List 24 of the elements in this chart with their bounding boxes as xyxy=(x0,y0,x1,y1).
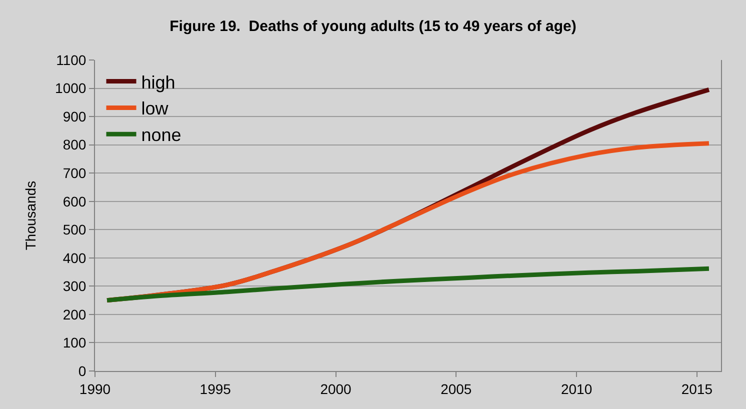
y-tick-label: 600 xyxy=(62,193,86,210)
legend-label: low xyxy=(141,98,170,119)
x-tick-label: 2015 xyxy=(681,380,713,397)
y-tick-label: 500 xyxy=(62,222,86,238)
y-axis-title: Thousands xyxy=(22,180,39,250)
x-tick-label: 2010 xyxy=(560,380,592,397)
x-tick-label: 1995 xyxy=(200,380,232,397)
legend-label: high xyxy=(141,72,176,92)
y-tick-label: 700 xyxy=(62,164,86,181)
y-tick-label: 1100 xyxy=(56,52,86,68)
x-tick-label: 2000 xyxy=(320,380,352,397)
y-tick-label: 1000 xyxy=(55,80,86,96)
y-tick-label: 0 xyxy=(78,362,86,379)
y-tick-label: 800 xyxy=(62,136,86,153)
y-tick-label: 100 xyxy=(62,334,86,351)
x-tick-label: 2005 xyxy=(440,380,472,397)
y-tick-label: 200 xyxy=(62,306,86,322)
y-tick-label: 400 xyxy=(62,250,86,266)
x-tick-label: 1990 xyxy=(79,380,111,397)
y-tick-label: 900 xyxy=(62,108,86,124)
legend-label: none xyxy=(141,125,182,146)
chart-title: Figure 19. Deaths of young adults (15 to 49 years of age) xyxy=(170,18,576,35)
line-series xyxy=(104,266,712,303)
y-tick-label: 300 xyxy=(62,278,86,294)
